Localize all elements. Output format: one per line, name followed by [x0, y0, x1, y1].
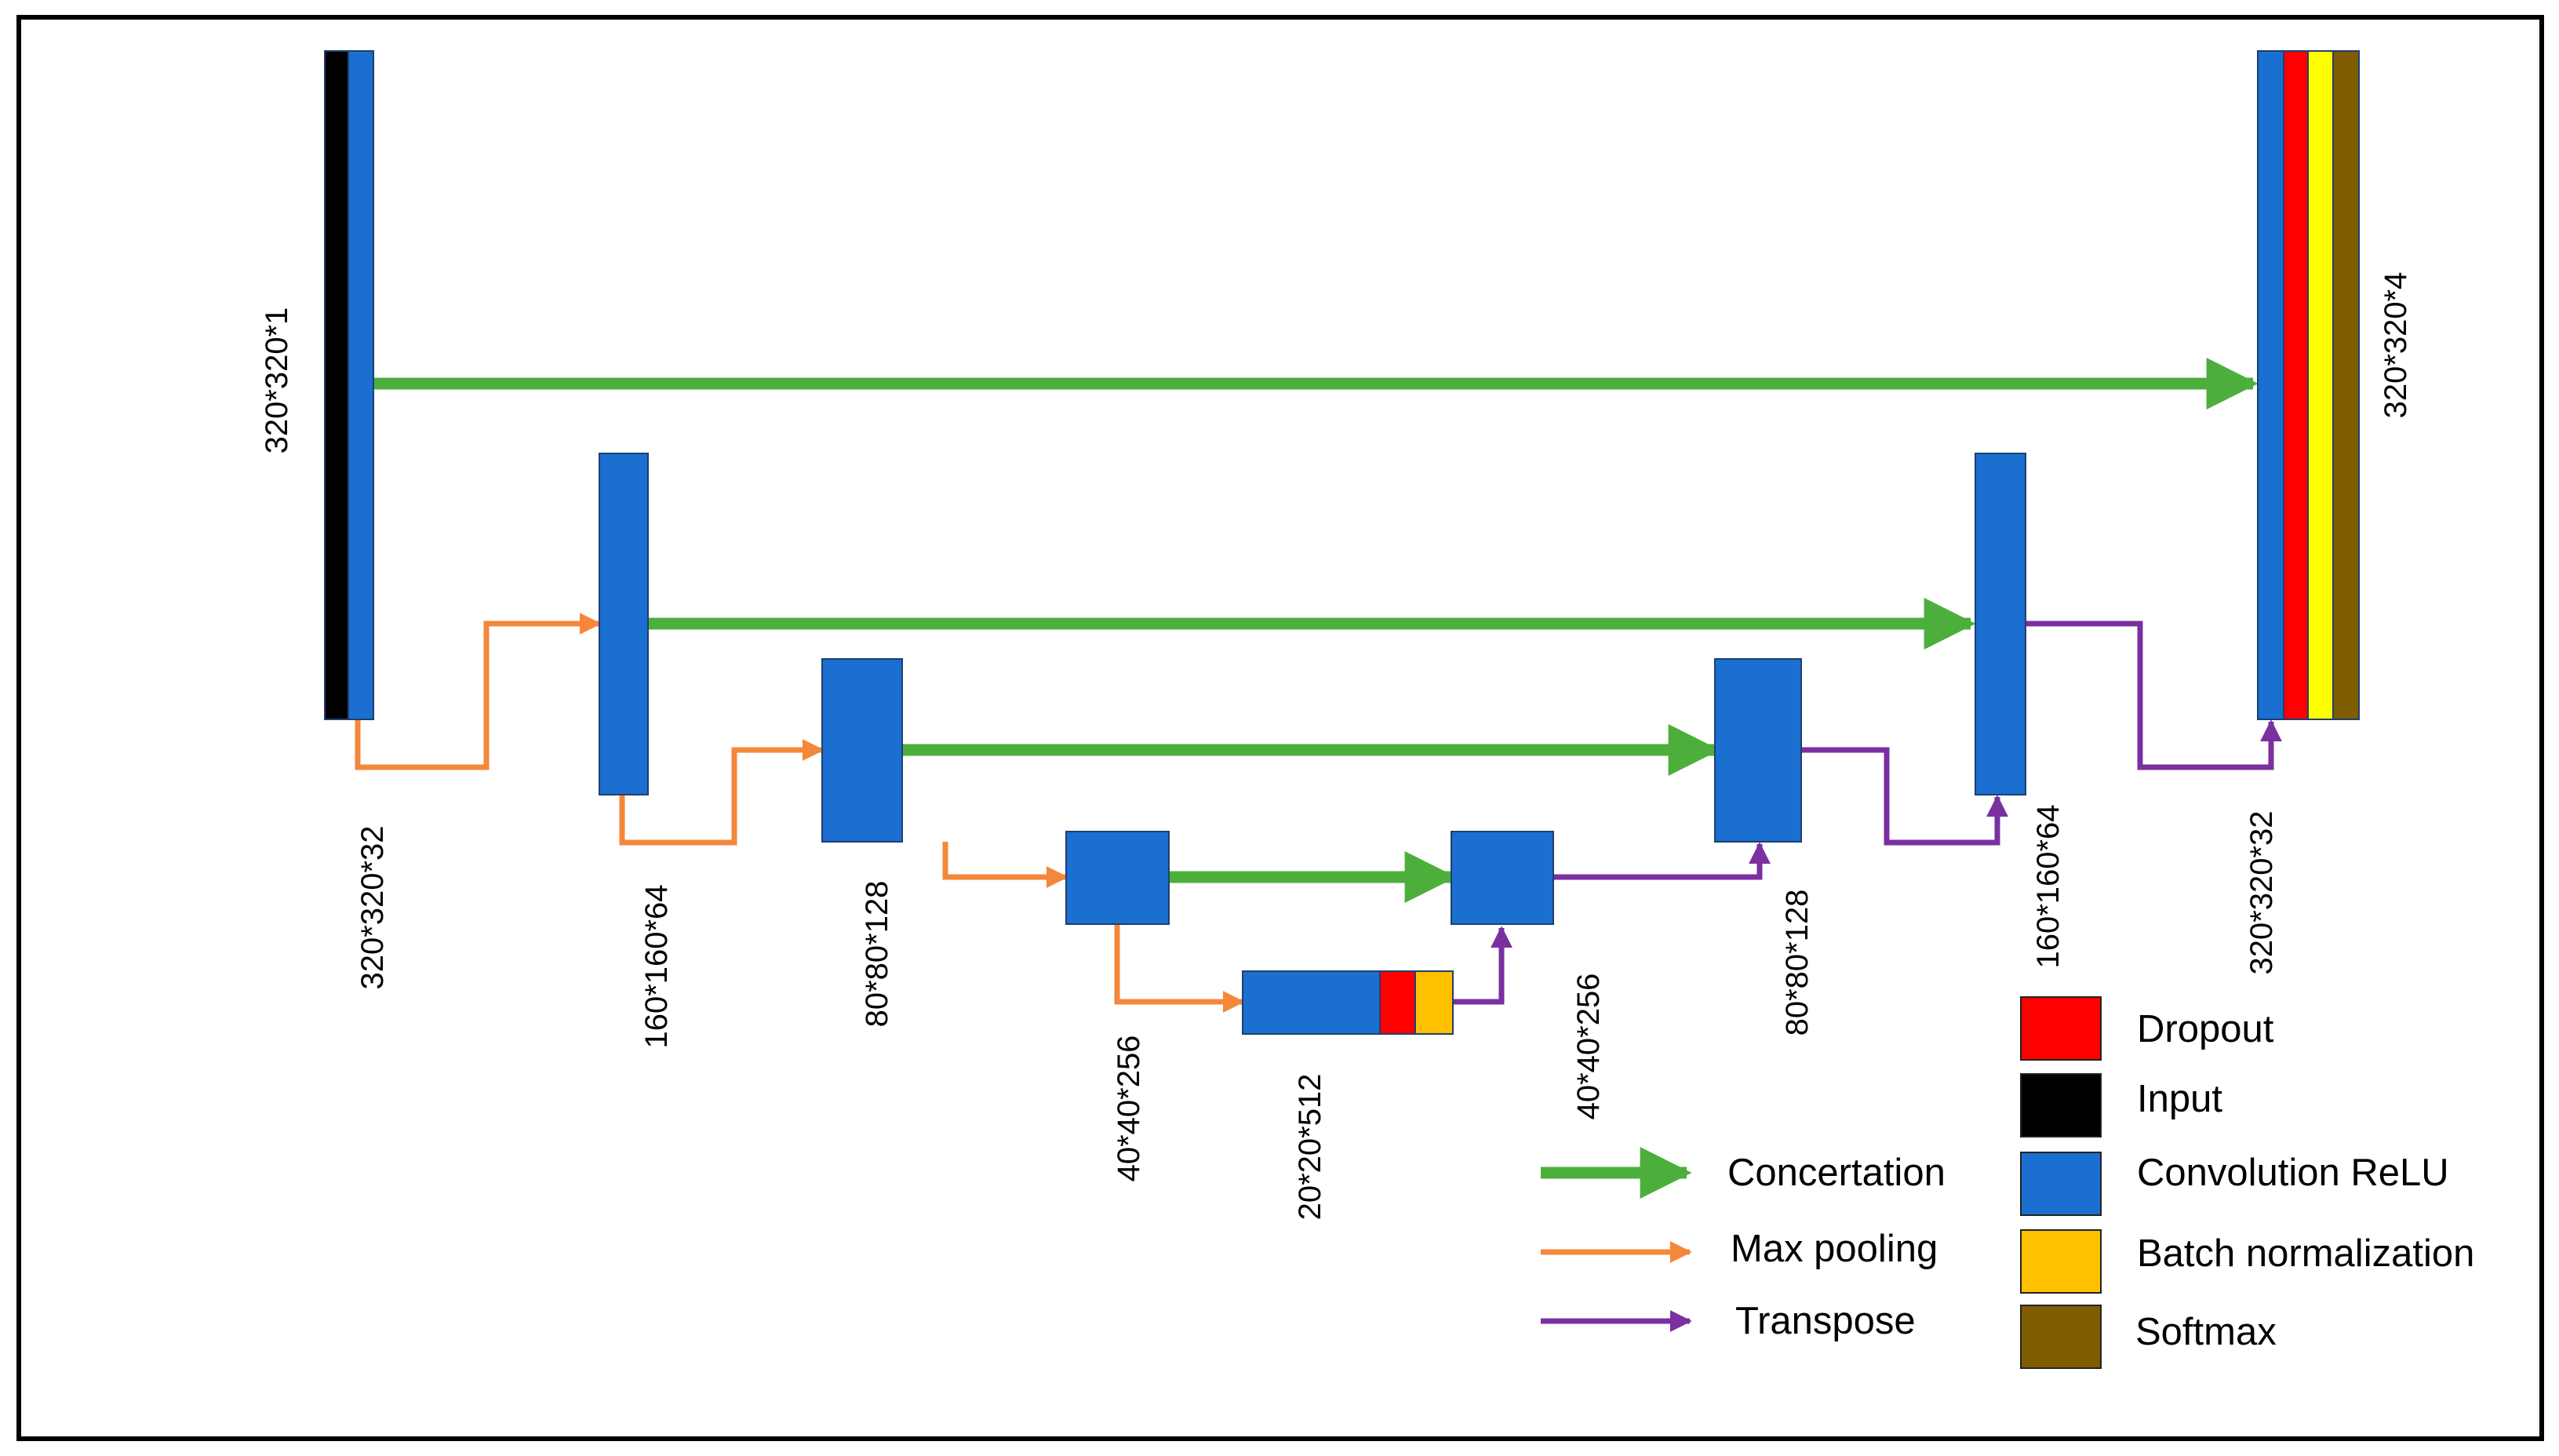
- input-layer-block: [324, 50, 349, 720]
- legend-batchnorm-swatch: [2020, 1229, 2102, 1294]
- dim-label-dec1: 320*320*32: [2244, 810, 2279, 974]
- dim-label-enc4: 40*40*256: [1112, 1036, 1146, 1182]
- dec1-conv-block: [2257, 50, 2284, 720]
- dim-label-enc2: 160*160*64: [639, 884, 674, 1048]
- dec2-conv-block: [1975, 453, 2026, 795]
- bottleneck-conv-block: [1242, 970, 1381, 1035]
- transpose-arrow-2: [1553, 842, 1771, 880]
- legend-input-swatch: [2020, 1073, 2102, 1138]
- maxpool-arrow-1: [355, 613, 602, 770]
- legend-conv-label: Convolution ReLU: [2137, 1152, 2449, 1194]
- output-yellow-block: [2307, 50, 2334, 720]
- legend-transpose-label: Transpose: [1735, 1300, 1916, 1342]
- dim-label-dec2: 160*160*64: [2031, 804, 2066, 968]
- maxpool-arrow-2: [619, 739, 824, 846]
- dim-label-bottleneck: 20*20*512: [1293, 1074, 1327, 1221]
- concat-arrows: [373, 357, 2259, 904]
- bottleneck-dropout-block: [1379, 970, 1416, 1035]
- legend-dropout-label: Dropout: [2137, 1008, 2274, 1050]
- legend-conv-swatch: [2020, 1152, 2102, 1216]
- legend-concat-label: Concertation: [1727, 1152, 1946, 1194]
- transpose-arrow-3: [1801, 747, 2008, 846]
- legend-blocks: Dropout Input Convolution ReLU Batch nor…: [2020, 996, 2474, 1369]
- dec3-conv-block: [1714, 658, 1802, 843]
- legend-dropout-swatch: [2020, 996, 2102, 1061]
- maxpool-arrows: [355, 613, 1245, 1013]
- enc3-conv-block: [821, 658, 903, 843]
- dimension-labels: 320*320*1 320*320*32 160*160*64 80*80*12…: [260, 272, 2413, 1221]
- bottleneck-batchnorm-block: [1414, 970, 1454, 1035]
- dim-label-enc3: 80*80*128: [860, 881, 894, 1028]
- transpose-arrows: [1453, 621, 2282, 1005]
- layer-blocks: [324, 50, 2360, 1035]
- enc2-conv-block: [599, 453, 649, 795]
- dim-label-input: 320*320*1: [260, 308, 294, 454]
- dim-label-output: 320*320*4: [2379, 272, 2413, 419]
- maxpool-arrow-3: [942, 842, 1068, 888]
- enc1-conv-block: [348, 50, 374, 720]
- legend-input-label: Input: [2137, 1078, 2222, 1120]
- output-dropout-block: [2283, 50, 2309, 720]
- legend-arrows: Concertation Max pooling Transpose: [1541, 1146, 1946, 1342]
- diagram-frame: [16, 15, 2544, 1441]
- transpose-arrow-1: [1453, 926, 1512, 1005]
- transpose-arrow-4: [2026, 621, 2282, 770]
- dim-label-dec4: 40*40*256: [1571, 974, 1606, 1120]
- legend-softmax-swatch: [2020, 1305, 2102, 1369]
- maxpool-arrow-4: [1114, 924, 1245, 1013]
- enc4-conv-block: [1065, 831, 1170, 925]
- dim-label-enc1: 320*320*32: [355, 825, 390, 989]
- output-softmax-block: [2332, 50, 2360, 720]
- legend-maxpool-label: Max pooling: [1731, 1228, 1938, 1270]
- dim-label-dec3: 80*80*128: [1780, 890, 1815, 1036]
- legend-softmax-label: Softmax: [2135, 1311, 2277, 1353]
- dec4-conv-block: [1451, 831, 1554, 925]
- legend-batchnorm-label: Batch normalization: [2137, 1232, 2474, 1275]
